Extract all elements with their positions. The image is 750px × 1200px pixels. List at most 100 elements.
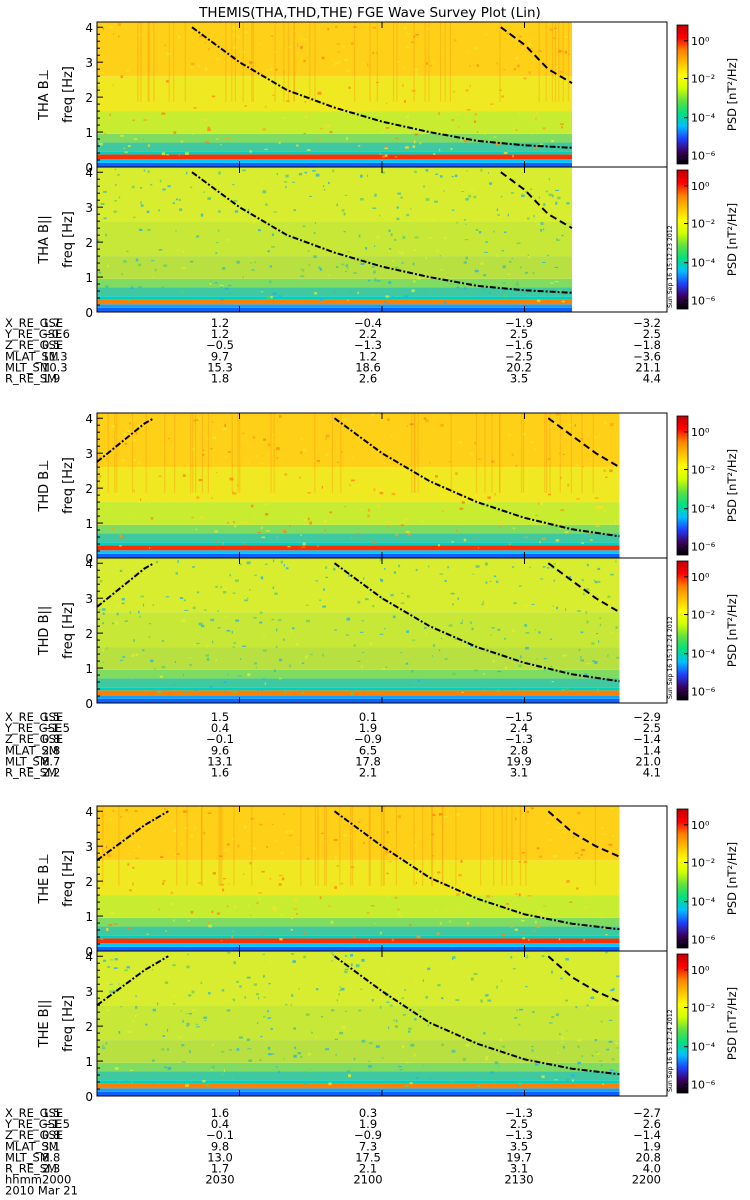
- ephemeris-value: 3.1: [510, 1162, 528, 1176]
- ephemeris-value: −2.7: [633, 1106, 661, 1120]
- ephemeris-value: −0.9: [354, 1128, 382, 1142]
- probe-tha: 0 1 2 3 4 THA B⊥ freq [Hz] 10⁰ 10⁻² 10⁻⁴ 10⁻⁶ PSD […: [4, 21, 739, 385]
- ephemeris-value: 2.6: [359, 372, 377, 386]
- curve-dashdot: [333, 417, 620, 538]
- ephemeris-value: 10.3: [42, 360, 68, 374]
- y-axis-label: freq [Hz]: [61, 211, 76, 268]
- ephemeris-value: −3.2: [633, 316, 661, 330]
- ephemeris-value: 7.3: [359, 1139, 377, 1153]
- colorbar-tick-label: 10⁻⁴: [691, 112, 716, 125]
- ephemeris-value: −1.3: [505, 732, 533, 746]
- colorbar: [676, 560, 689, 701]
- ephemeris-row-label: X_RE_GSE: [5, 1106, 63, 1120]
- ephemeris-value: −0.1: [206, 732, 234, 746]
- y-tick-label: 3: [85, 201, 93, 215]
- ephemeris-value: −1.5: [42, 1117, 70, 1131]
- ephemeris-value: 1.9: [42, 372, 60, 386]
- figure-title: THEMIS(THA,THD,THE) FGE Wave Survey Plot…: [198, 5, 541, 21]
- y-tick-label: 4: [85, 166, 93, 180]
- ephemeris-row-label: Z_RE_GSE: [5, 1128, 63, 1142]
- ephemeris-value: 4.1: [643, 766, 661, 780]
- colorbar-tick-label: 10⁻⁶: [691, 685, 716, 698]
- ephemeris-value: 1.5: [42, 1106, 60, 1120]
- ephemeris-row-label: Z_RE_GSE: [5, 338, 63, 352]
- ephemeris-row-label: MLAT_SM: [5, 1139, 59, 1153]
- ephemeris-value: 21.0: [635, 754, 661, 768]
- colorbar-label: PSD [nT²/Hz]: [725, 58, 739, 131]
- curve-dashed: [547, 810, 620, 858]
- ephemeris-row-label: R_RE_SM: [5, 766, 57, 780]
- ephemeris-value: 1.9: [359, 721, 377, 735]
- y-axis-label: freq [Hz]: [61, 850, 76, 907]
- ephemeris-value: 8.7: [42, 754, 60, 768]
- ephemeris-value: 1.2: [359, 349, 377, 363]
- creation-stamp: Sun Sep 16 15:12:23 2012: [667, 225, 674, 308]
- curve-dashdot: [191, 26, 573, 149]
- ephemeris-row-label: R_RE_SM: [5, 1162, 57, 1176]
- colorbar: [676, 415, 689, 556]
- time-tick-label: 2000: [42, 1173, 71, 1187]
- colorbar-tick-label: 10⁻⁴: [691, 896, 716, 909]
- ephemeris-value: 0.3: [359, 1106, 377, 1120]
- y-tick-label: 2: [85, 482, 93, 496]
- y-tick-label: 4: [85, 21, 93, 35]
- panel-label: THA B⊥: [37, 69, 52, 121]
- ephemeris-value: 2.8: [510, 743, 528, 757]
- colorbar-tick-label: 10⁰: [691, 426, 710, 439]
- curve-left: [96, 562, 155, 608]
- colorbar-tick-label: 10⁻⁶: [691, 149, 716, 162]
- colorbar-label: PSD [nT²/Hz]: [725, 987, 739, 1060]
- ephemeris-value: 2.5: [643, 721, 661, 735]
- ephemeris-value: −1.3: [505, 1106, 533, 1120]
- ephemeris-value: 2.5: [510, 327, 528, 341]
- ephemeris-value: 1.7: [211, 1162, 229, 1176]
- curve-dashed: [547, 562, 621, 614]
- colorbar-label: PSD [nT²/Hz]: [725, 594, 739, 667]
- colorbar-tick-label: 10⁻⁴: [691, 257, 716, 270]
- ephemeris-row-label: MLT_SM: [5, 1150, 50, 1164]
- y-tick-label: 3: [85, 592, 93, 606]
- y-tick-label: 2: [85, 627, 93, 641]
- ephemeris-value: −0.4: [354, 316, 382, 330]
- creation-stamp: Sun Sep 16 15:12:24 2012: [667, 1009, 674, 1092]
- colorbar-tick-label: 10⁻⁴: [691, 1041, 716, 1054]
- time-tick-label: 2200: [632, 1173, 661, 1187]
- ephemeris-value: 11.3: [42, 349, 68, 363]
- probe-the: 0 1 2 3 4 THE B⊥ freq [Hz] 10⁰ 10⁻² 10⁻⁴ 10⁻⁶ PSD […: [4, 805, 739, 1175]
- y-tick-label: 4: [85, 557, 93, 571]
- panel-label: THE B||: [37, 1000, 52, 1049]
- colorbar-tick-label: 10⁻²: [691, 609, 715, 622]
- colorbar-tick-label: 10⁰: [691, 180, 710, 193]
- colorbar: [676, 24, 689, 165]
- curve-dashed: [547, 417, 621, 469]
- ephemeris-value: −1.5: [505, 710, 533, 724]
- ephemeris-value: 19.7: [506, 1150, 532, 1164]
- ephemeris-value: 0.4: [211, 1117, 229, 1131]
- colorbar-tick-label: 10⁻⁴: [691, 503, 716, 516]
- ephemeris-value: −1.9: [505, 316, 533, 330]
- ephemeris-row-label: Z_RE_GSE: [5, 732, 63, 746]
- ephemeris-row-label: MLT_SM: [5, 754, 50, 768]
- y-tick-label: 1: [85, 517, 93, 531]
- ephemeris-value: −0.5: [206, 338, 234, 352]
- ephemeris-value: 21.1: [635, 360, 661, 374]
- ephemeris-value: 1.5: [211, 710, 229, 724]
- date-label: 2010 Mar 21: [5, 1184, 78, 1198]
- colorbar-tick-label: 10⁻⁶: [691, 1078, 716, 1091]
- curve-dashdot: [191, 171, 573, 294]
- colorbar-tick-label: 10⁻⁶: [691, 933, 716, 946]
- ephemeris-value: 0.5: [42, 338, 60, 352]
- y-tick-label: 2: [85, 875, 93, 889]
- y-tick-label: 2: [85, 91, 93, 105]
- ephemeris-value: 18.6: [355, 360, 381, 374]
- panel-label: THD B⊥: [37, 459, 52, 512]
- y-tick-label: 0: [85, 161, 93, 175]
- colorbar-label: PSD [nT²/Hz]: [725, 449, 739, 522]
- ephemeris-value: 3.5: [510, 1139, 528, 1153]
- curve-dashed: [500, 171, 573, 229]
- curve-dashdot: [333, 810, 620, 931]
